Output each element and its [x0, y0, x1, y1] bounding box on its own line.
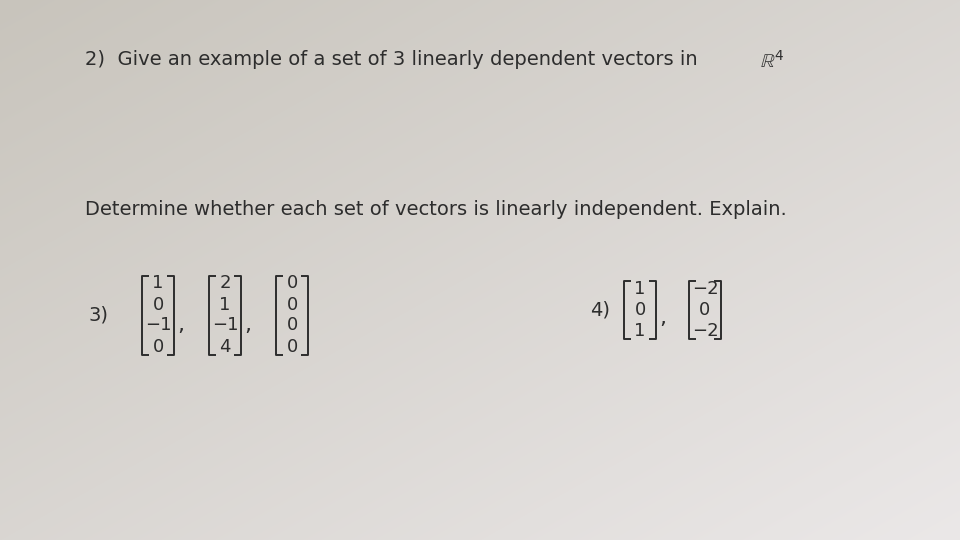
Text: 2: 2 [219, 274, 230, 293]
Text: 0: 0 [286, 316, 298, 334]
Text: 2)  Give an example of a set of 3 linearly dependent vectors in: 2) Give an example of a set of 3 linearl… [85, 50, 704, 69]
Text: 0: 0 [286, 338, 298, 355]
Text: ,: , [659, 308, 666, 328]
Text: −1: −1 [145, 316, 171, 334]
Text: 1: 1 [635, 280, 646, 298]
Text: −2: −2 [692, 322, 718, 340]
Text: ,: , [177, 315, 184, 335]
Text: −1: −1 [212, 316, 238, 334]
Text: 1: 1 [153, 274, 164, 293]
Text: 1: 1 [635, 322, 646, 340]
Text: 1: 1 [219, 295, 230, 314]
Text: 0: 0 [635, 301, 646, 319]
Text: $\mathbb{R}^4$: $\mathbb{R}^4$ [760, 50, 784, 72]
Text: 4): 4) [590, 300, 610, 320]
Text: −2: −2 [692, 280, 718, 298]
Text: 0: 0 [153, 338, 163, 355]
Text: 4: 4 [219, 338, 230, 355]
Text: 0: 0 [700, 301, 710, 319]
Text: 3): 3) [88, 306, 108, 325]
Text: ,: , [244, 315, 251, 335]
Text: Determine whether each set of vectors is linearly independent. Explain.: Determine whether each set of vectors is… [85, 200, 787, 219]
Text: 0: 0 [153, 295, 163, 314]
Text: 0: 0 [286, 274, 298, 293]
Text: 0: 0 [286, 295, 298, 314]
